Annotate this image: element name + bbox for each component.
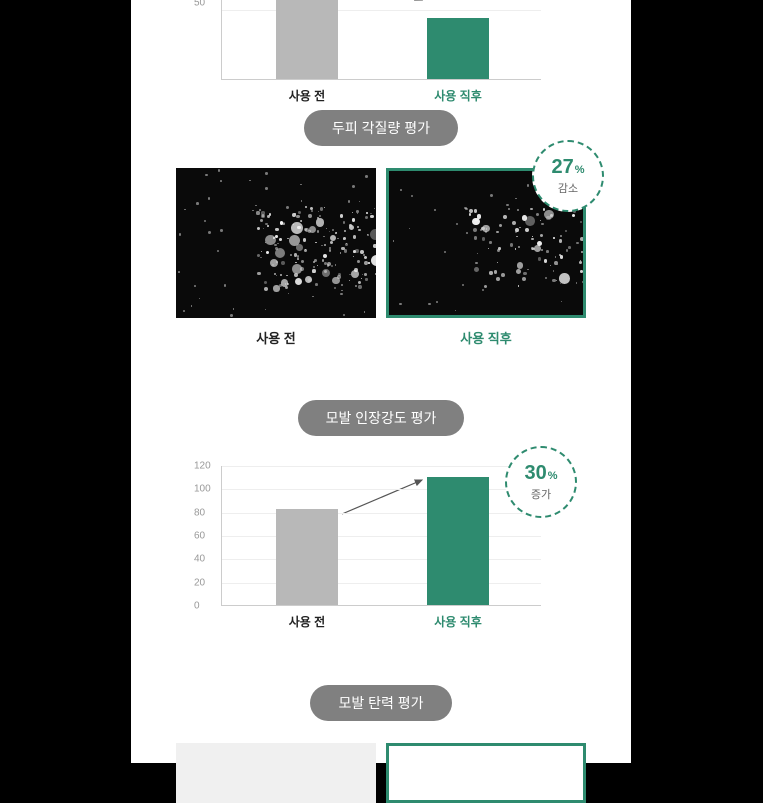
section-title: 모발 탄력 평가 (310, 685, 451, 721)
elastic-section: 모발 탄력 평가 (131, 685, 631, 803)
ytick-label: 0 (194, 601, 200, 612)
tensile-section: 모발 인장강도 평가 020406080100120사용 전사용 직후 30% … (131, 400, 631, 621)
badge-value-row: 27% (551, 157, 584, 178)
chart-area: 50 사용 전 사용 직후 (221, 0, 541, 80)
result-badge: 27% 감소 (532, 140, 604, 212)
scalp-image-before (176, 168, 376, 318)
ytick-label: 80 (194, 507, 205, 518)
label-before: 사용 전 (176, 328, 376, 347)
ytick-label: 60 (194, 531, 205, 542)
gridline (222, 489, 541, 490)
scalp-section: 두피 각질량 평가 27% 감소 사용 전 사용 직후 (131, 110, 631, 347)
tensile-chart: 020406080100120사용 전사용 직후 30% 증가 (191, 466, 571, 621)
trend-arrow-down-icon (222, 0, 541, 79)
chart-area: 020406080100120사용 전사용 직후 (221, 466, 541, 606)
top-partial-chart: 50 사용 전 사용 직후 (191, 0, 571, 80)
ytick-label: 40 (194, 554, 205, 565)
label-after: 사용 직후 (386, 328, 586, 347)
elastic-image-pair (166, 743, 596, 803)
content-strip: 50 사용 전 사용 직후 두피 각질량 평가 27% 감소 사용 전 (131, 0, 631, 763)
badge-unit: % (575, 164, 585, 176)
xlabel-after: 사용 직후 (434, 79, 482, 104)
gridline (222, 583, 541, 584)
section-title: 두피 각질량 평가 (304, 110, 458, 146)
bar-after (427, 477, 489, 605)
badge-value: 30 (524, 462, 546, 484)
badge-value-row: 30% (524, 463, 557, 484)
elastic-image-before (176, 743, 376, 803)
ytick-label: 100 (194, 484, 211, 495)
xlabel-before: 사용 전 (289, 79, 325, 104)
gridline (222, 513, 541, 514)
badge-unit: % (548, 470, 558, 482)
ytick-label: 120 (194, 461, 211, 472)
xlabel-after: 사용 직후 (434, 605, 482, 630)
gridline (222, 536, 541, 537)
gridline (222, 559, 541, 560)
bar-before (276, 509, 338, 605)
section-title: 모발 인장강도 평가 (298, 400, 465, 436)
scalp-image-pair: 27% 감소 (166, 168, 596, 318)
xlabel-before: 사용 전 (289, 605, 325, 630)
ytick-label: 50 (194, 0, 205, 8)
elastic-image-after (386, 743, 586, 803)
scalp-labels: 사용 전 사용 직후 (166, 328, 596, 347)
result-badge: 30% 증가 (505, 446, 577, 518)
gridline (222, 466, 541, 467)
badge-sub: 감소 (558, 180, 578, 196)
badge-sub: 증가 (531, 486, 551, 502)
ytick-label: 20 (194, 577, 205, 588)
badge-value: 27 (551, 156, 573, 178)
